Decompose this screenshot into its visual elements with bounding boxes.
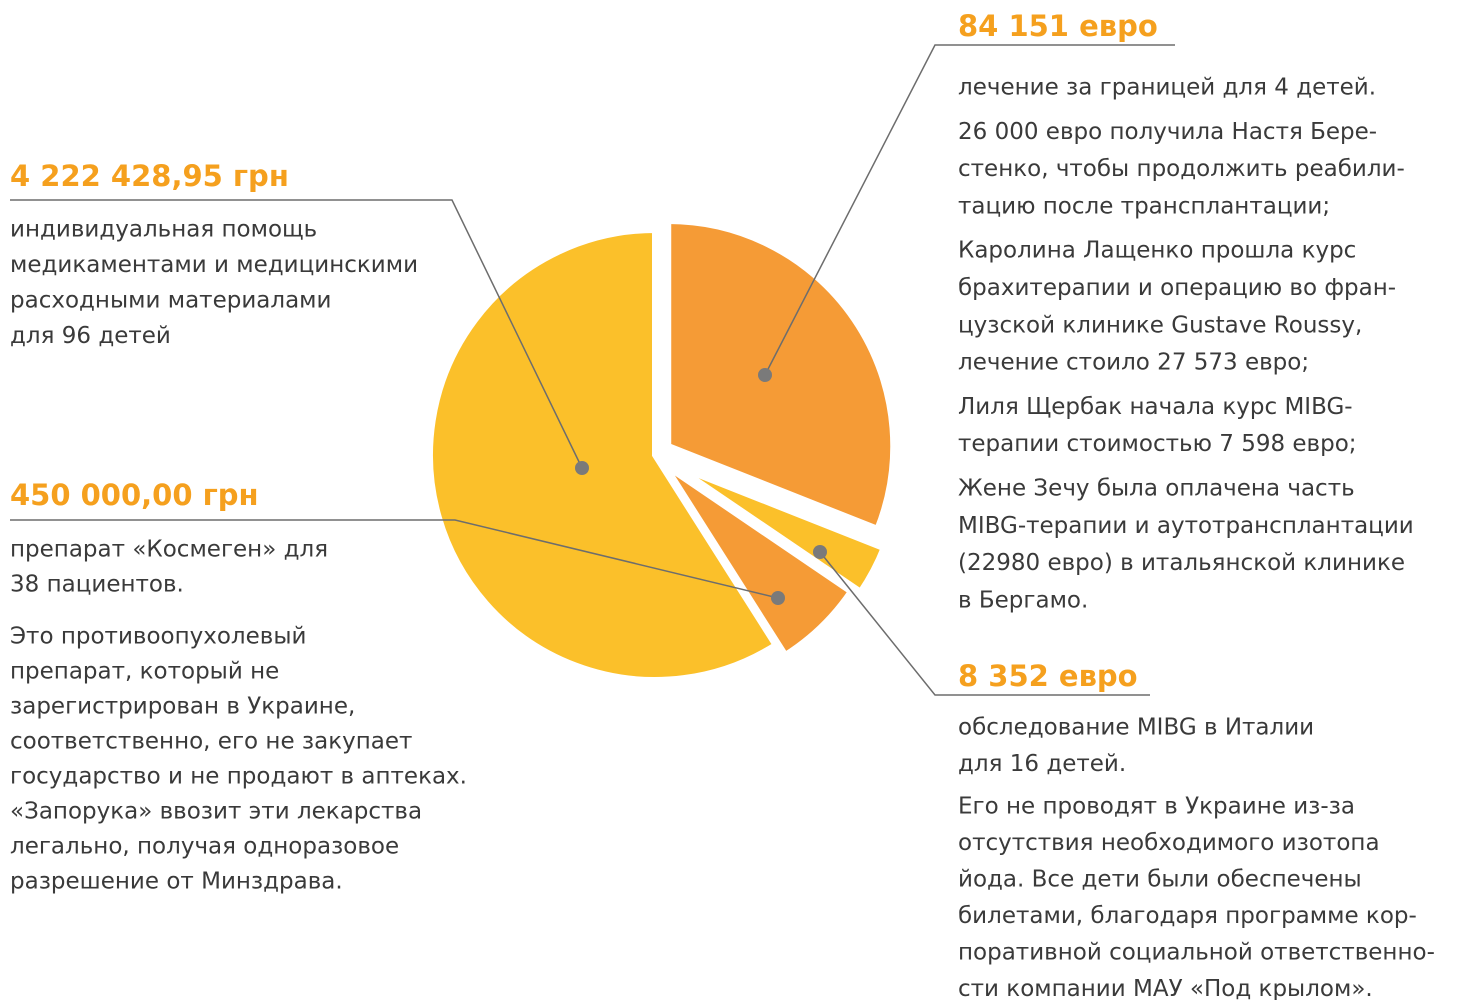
description-line: Лиля Щербак начала курс MIBG- (958, 394, 1353, 420)
description-line: «Запорука» ввозит эти лекарства (10, 799, 422, 825)
pie-slice (672, 462, 888, 596)
description-line: для 16 детей. (958, 751, 1126, 777)
pie-slice (662, 462, 856, 660)
amount-heading: 450 000,00 грн (10, 478, 259, 512)
description-line: Это противоопухолевый (10, 624, 306, 650)
description-line: препарат «Космеген» для (10, 537, 328, 563)
leader-line (819, 551, 1150, 696)
pie-slice (665, 218, 897, 533)
description-line: зарегистрирован в Украине, (10, 694, 355, 720)
description-line: поративной социальной ответственно- (958, 940, 1435, 966)
pie-slice (427, 226, 780, 683)
description-line: расходными материалами (10, 288, 331, 314)
leader-line (764, 44, 1175, 376)
description-line: билетами, благодаря программе кор- (958, 903, 1417, 929)
description-line: для 96 детей (10, 323, 171, 349)
amount-heading: 84 151 евро (958, 9, 1158, 43)
description-line: в Бергамо. (958, 587, 1088, 613)
description-line: брахитерапии и операцию во фран- (958, 275, 1396, 301)
leader-dot (758, 368, 772, 382)
description-line: отсутствия необходимого изотопа (958, 830, 1380, 856)
description-line: стенко, чтобы продолжить реабили- (958, 156, 1405, 182)
description-line: 38 пациентов. (10, 572, 184, 598)
amount-heading: 4 222 428,95 грн (10, 159, 289, 193)
description-line: MIBG-терапии и аутотрансплантации (958, 513, 1414, 539)
leader-dot (771, 591, 785, 605)
description-line: сти компании МАУ «Под крылом». (958, 976, 1373, 1000)
description-line: 26 000 евро получила Настя Бере- (958, 119, 1377, 145)
description-line: терапии стоимостью 7 598 евро; (958, 431, 1357, 457)
description-line: Каролина Лащенко прошла курс (958, 238, 1356, 264)
leader-line (10, 519, 779, 599)
description-line: соответственно, его не закупает (10, 729, 412, 755)
description-line: йода. Все дети были обеспечены (958, 867, 1362, 893)
description-line: Жене Зечу была оплачена часть (958, 476, 1355, 502)
leader-line (10, 199, 583, 469)
description-line: медикаментами и медицинскими (10, 252, 418, 278)
description-line: лечение за границей для 4 детей. (958, 75, 1376, 101)
description-line: государство и не продают в аптеках. (10, 764, 467, 790)
leader-dot (575, 461, 589, 475)
description-line: легально, получая одноразовое (10, 834, 399, 860)
description-line: разрешение от Минздрава. (10, 869, 343, 895)
description-line: индивидуальная помощь (10, 217, 317, 243)
description-line: Его не проводят в Украине из-за (958, 794, 1355, 820)
amount-heading: 8 352 евро (958, 659, 1138, 693)
description-line: препарат, который не (10, 659, 279, 685)
description-line: тацию после трансплантации; (958, 193, 1330, 219)
description-line: обследование MIBG в Италии (958, 715, 1314, 741)
description-line: лечение стоило 27 573 евро; (958, 350, 1309, 376)
description-line: цузской клинике Gustave Roussy, (958, 312, 1362, 338)
description-line: (22980 евро) в итальянской клинике (958, 550, 1405, 576)
leader-dot (813, 545, 827, 559)
